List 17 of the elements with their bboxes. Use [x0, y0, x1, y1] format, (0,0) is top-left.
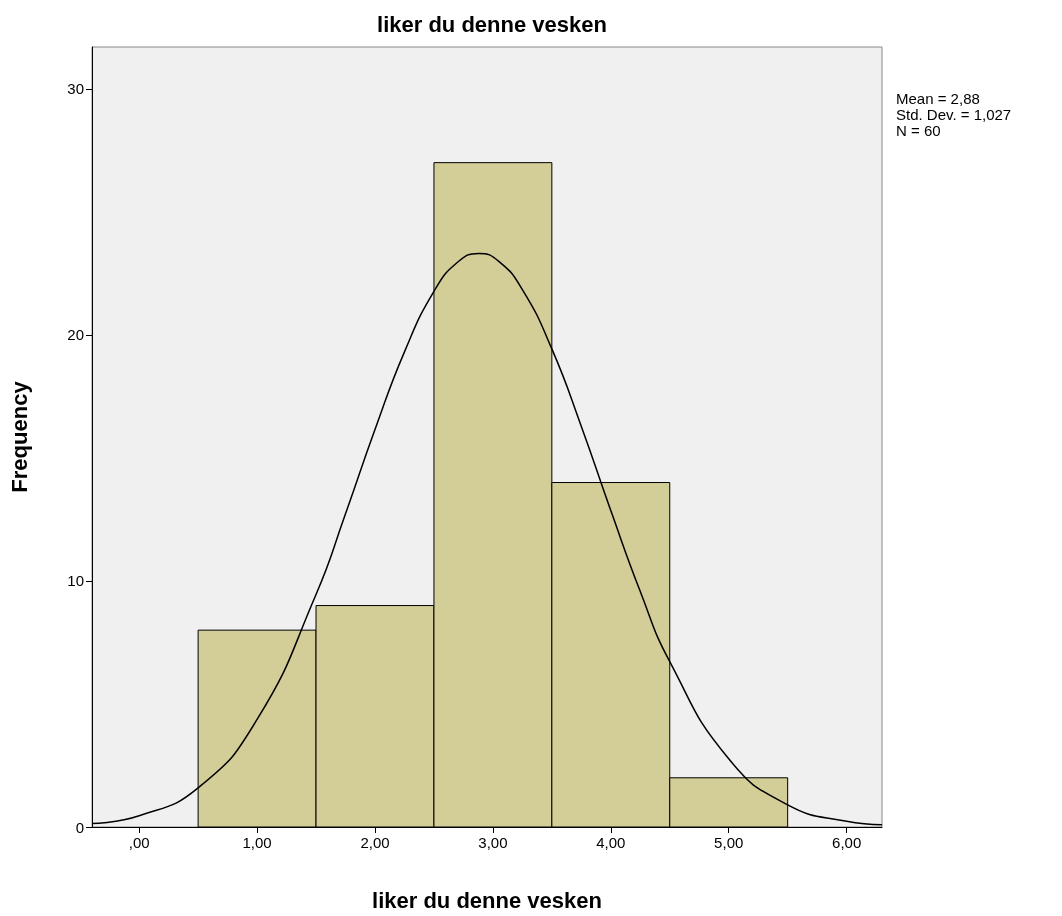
y-tick-label: 10	[67, 572, 84, 590]
x-tick-label: 4,00	[596, 834, 626, 851]
text: N = 60	[896, 122, 941, 139]
x-tick-label: 2,00	[360, 834, 390, 851]
text: Mean = 2,88	[896, 90, 980, 107]
text: Std. Dev. = 1,027	[896, 106, 1012, 123]
x-tick-label: ,00	[128, 834, 150, 851]
y-tick-label: 30	[67, 80, 84, 98]
x-tick-label: 6,00	[832, 834, 862, 851]
x-tick-label: 5,00	[714, 834, 744, 851]
y-axis-title: Frequency	[6, 380, 32, 493]
x-tick-label: 1,00	[242, 834, 272, 851]
chart-title: liker du denne vesken	[377, 11, 607, 37]
x-axis-title: liker du denne vesken	[372, 887, 602, 913]
x-tick-label: 3,00	[478, 834, 508, 851]
y-tick-label: 0	[75, 818, 84, 836]
y-tick-label: 20	[67, 326, 84, 344]
